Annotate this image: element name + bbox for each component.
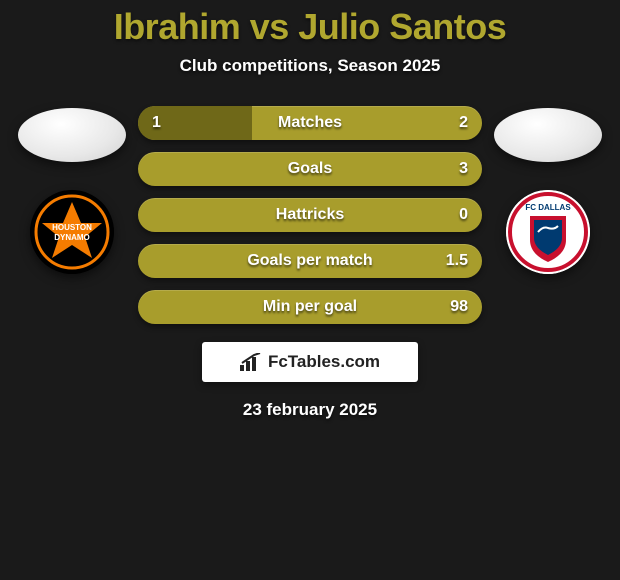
comparison-container: Ibrahim vs Julio Santos Club competition…	[0, 0, 620, 420]
stat-label: Matches	[278, 114, 342, 132]
stat-value-right: 98	[450, 298, 468, 316]
stat-value-left: 1	[152, 114, 161, 132]
chart-icon	[240, 353, 262, 371]
page-title: Ibrahim vs Julio Santos	[0, 6, 620, 48]
watermark-text: FcTables.com	[268, 352, 380, 372]
watermark: FcTables.com	[202, 342, 418, 382]
left-column: HOUSTONDYNAMO	[18, 106, 126, 274]
stat-value-right: 0	[459, 206, 468, 224]
fcdallas-icon: FC DALLAS	[506, 190, 590, 274]
date-label: 23 february 2025	[0, 400, 620, 420]
stat-bar: Hattricks 0	[138, 198, 482, 232]
stat-bar: Goals per match 1.5	[138, 244, 482, 278]
team-logo-left: HOUSTONDYNAMO	[30, 190, 114, 274]
stats-column: 1 Matches 2 Goals 3 Hattricks 0 Goals per match…	[138, 106, 482, 324]
stat-bar: Goals 3	[138, 152, 482, 186]
main-row: HOUSTONDYNAMO 1 Matches 2 Goals 3 Hattricks 0 G…	[0, 106, 620, 324]
player-left-placeholder	[18, 108, 126, 162]
stat-bar: Min per goal 98	[138, 290, 482, 324]
stat-label: Hattricks	[276, 206, 344, 224]
stat-label: Goals	[288, 160, 332, 178]
svg-text:HOUSTON: HOUSTON	[52, 223, 92, 232]
dynamo-icon: HOUSTONDYNAMO	[30, 190, 114, 274]
svg-text:DYNAMO: DYNAMO	[54, 233, 90, 242]
stat-value-right: 1.5	[446, 252, 468, 270]
stat-label: Min per goal	[263, 298, 357, 316]
stat-value-right: 3	[459, 160, 468, 178]
stat-label: Goals per match	[247, 252, 372, 270]
team-logo-right: FC DALLAS	[506, 190, 590, 274]
player-right-placeholder	[494, 108, 602, 162]
svg-text:FC DALLAS: FC DALLAS	[525, 203, 571, 212]
stat-bar: 1 Matches 2	[138, 106, 482, 140]
stat-value-right: 2	[459, 114, 468, 132]
right-column: FC DALLAS	[494, 106, 602, 274]
subtitle: Club competitions, Season 2025	[0, 56, 620, 76]
